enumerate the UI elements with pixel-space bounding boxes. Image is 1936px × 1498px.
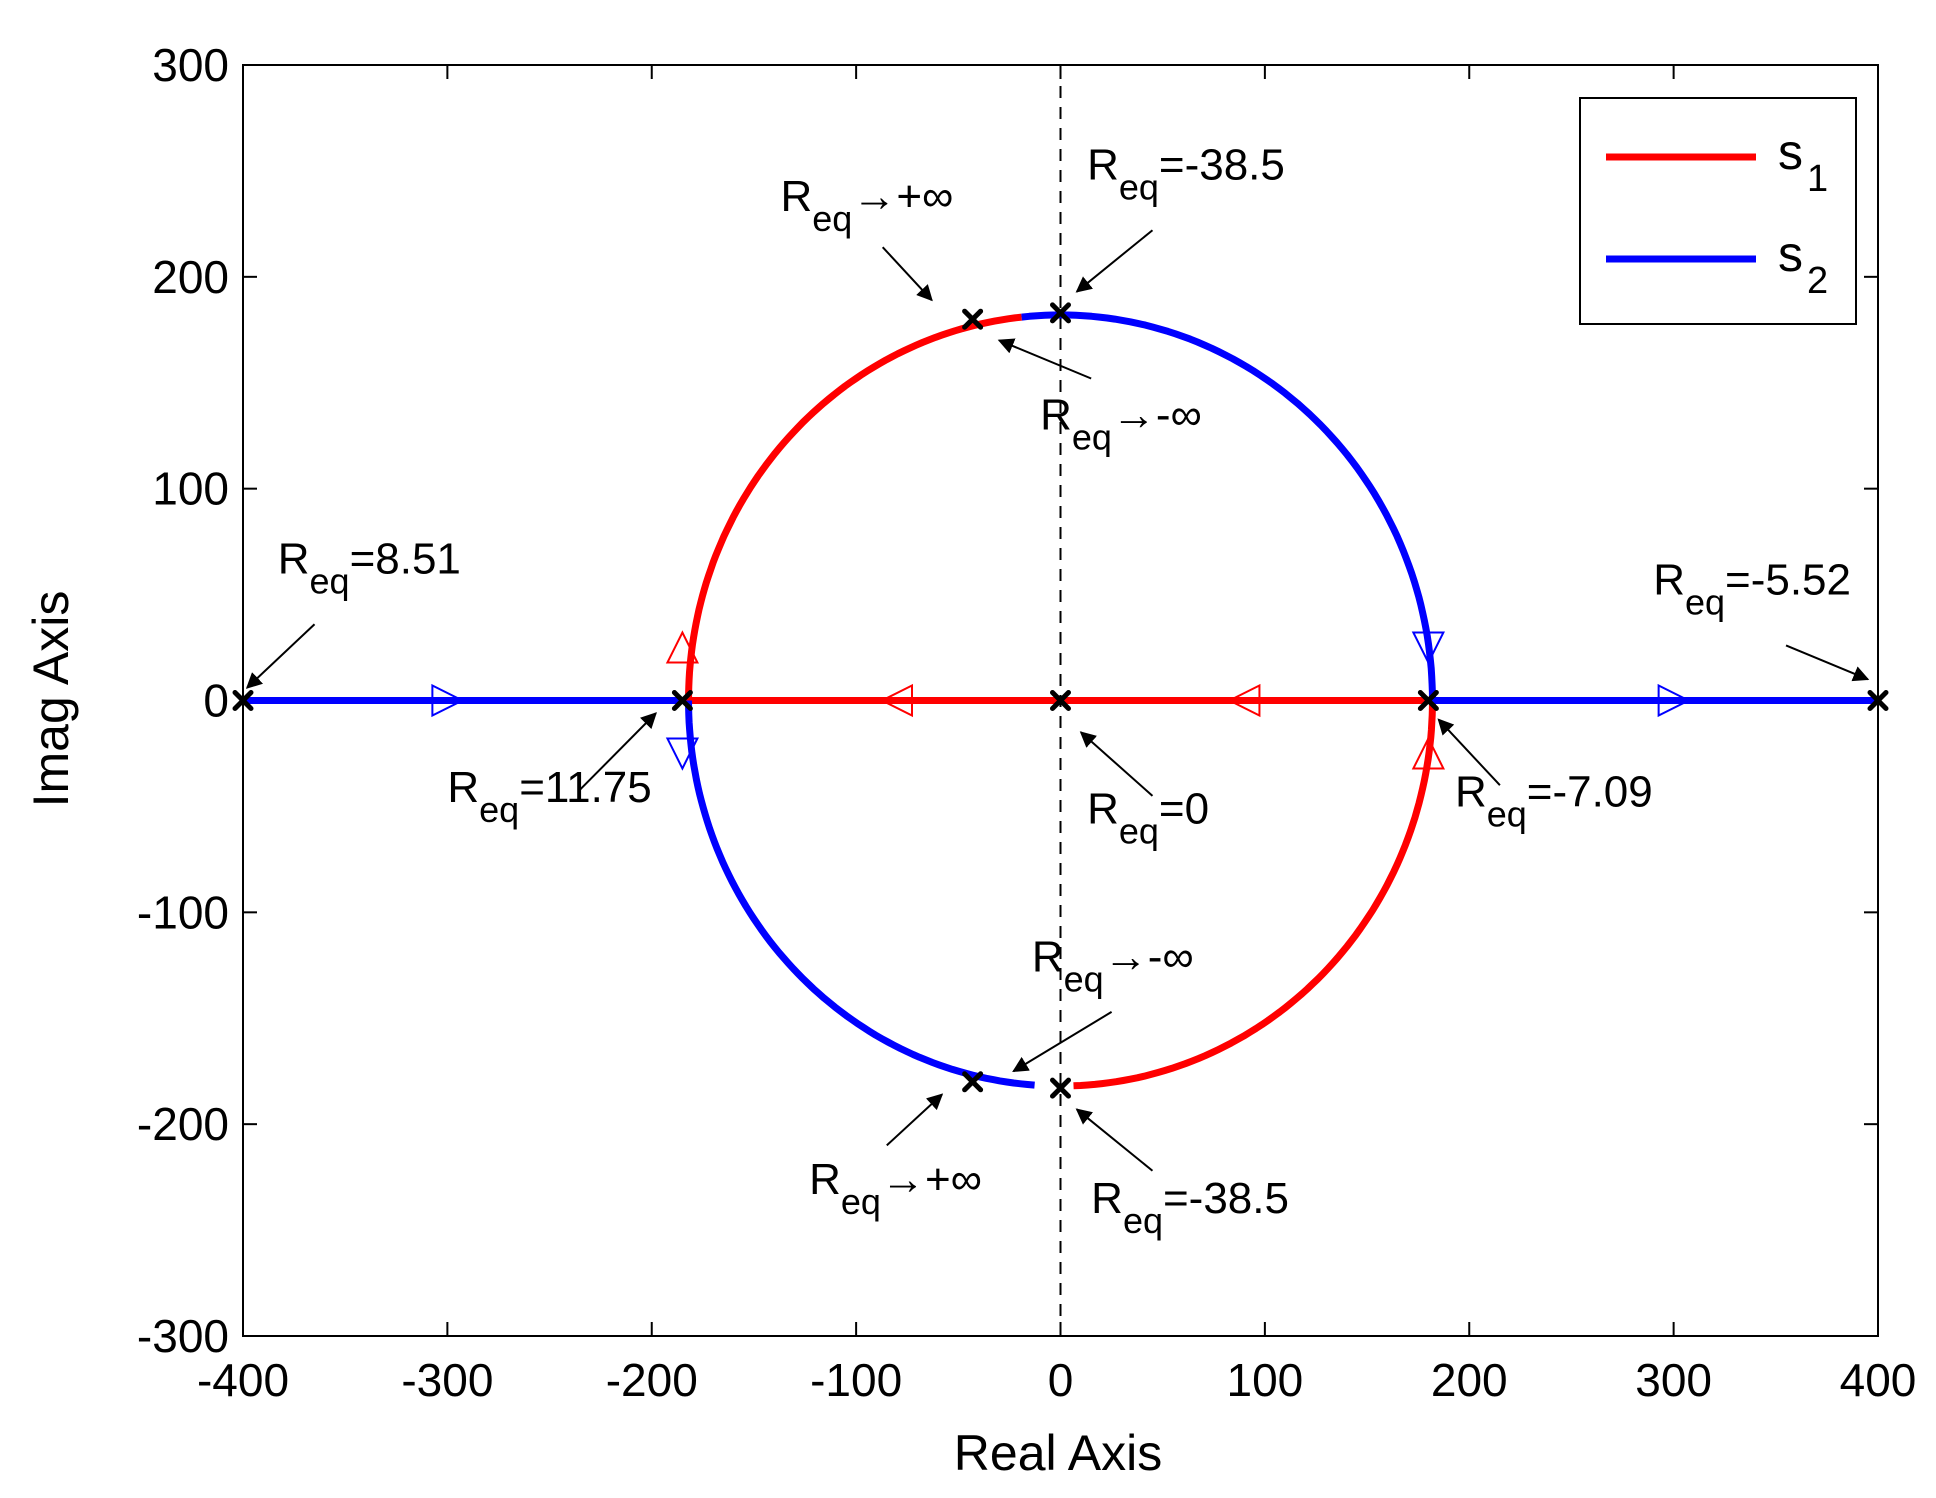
series-2-direction-marker — [1411, 631, 1445, 665]
x-tick-label: 400 — [1840, 1354, 1917, 1406]
annotation-label: Req→+∞ — [781, 172, 954, 239]
annotation-arrow — [1079, 731, 1154, 797]
legend-box — [1579, 97, 1857, 325]
series-1-line — [1073, 700, 1436, 1090]
annotation-label: Req=8.51 — [278, 534, 461, 601]
y-tick-label: -200 — [137, 1098, 229, 1150]
x-tick-label: 0 — [1048, 1354, 1074, 1406]
y-axis-label: Imag Axis — [23, 591, 79, 808]
annotation-arrow — [1012, 1011, 1113, 1073]
x-axis-label: Real Axis — [954, 1425, 1162, 1481]
y-tick-label: -300 — [137, 1310, 229, 1362]
point-marker — [671, 690, 693, 711]
annotation-arrow — [881, 246, 933, 302]
annotation-arrow — [1437, 718, 1501, 786]
y-tick-label: 0 — [203, 675, 229, 727]
point-marker — [1050, 690, 1071, 711]
annotation-label: Req→+∞ — [809, 1155, 982, 1222]
series-2-direction-marker — [1657, 683, 1691, 718]
series-2-line — [685, 700, 1035, 1089]
annotation-label: Req=11.75 — [447, 763, 651, 830]
annotation-arrow — [886, 1093, 944, 1147]
y-tick-label: -100 — [137, 886, 229, 938]
annotation-label: Req=-5.52 — [1653, 556, 1851, 623]
point-marker — [962, 308, 984, 330]
annotation-arrow — [1785, 644, 1870, 682]
annotation-label: Req=-7.09 — [1455, 767, 1653, 834]
point-marker — [232, 690, 254, 711]
point-marker — [1050, 302, 1071, 324]
series-1-direction-marker — [665, 630, 700, 664]
point-marker — [1417, 690, 1439, 711]
x-tick-label: -100 — [810, 1354, 902, 1406]
series-2-direction-marker — [431, 683, 465, 718]
x-tick-label: -200 — [606, 1354, 698, 1406]
annotation-arrow — [579, 712, 657, 791]
annotation-arrow — [1075, 229, 1154, 293]
legend: s 1s 2 — [1579, 97, 1857, 325]
annotation-label: Req→-∞ — [1032, 933, 1194, 1000]
series-2-line — [1021, 311, 1436, 701]
series-1-direction-marker — [879, 683, 913, 718]
point-marker — [1867, 690, 1889, 711]
series-1-direction-marker — [1227, 683, 1261, 718]
annotation-label: Req=0 — [1087, 784, 1209, 851]
annotation-label: Req=-38.5 — [1087, 140, 1285, 207]
series-1-direction-marker — [1411, 736, 1445, 770]
x-tick-label: -300 — [401, 1354, 493, 1406]
point-marker — [962, 1071, 984, 1093]
annotation-label: Req=-38.5 — [1091, 1174, 1289, 1241]
series-2-direction-marker — [665, 737, 700, 771]
point-marker — [1050, 1077, 1071, 1099]
annotation-label: Req→-∞ — [1040, 390, 1202, 457]
annotation-arrow — [245, 623, 316, 689]
series-1-line — [685, 313, 1023, 701]
x-tick-label: 200 — [1431, 1354, 1508, 1406]
x-tick-label: 100 — [1227, 1354, 1304, 1406]
y-tick-label: 100 — [152, 463, 229, 515]
x-tick-label: -400 — [197, 1354, 289, 1406]
plot-layer: -400 -300 -200 -100 0 100 200 300 400-300-200-10… — [137, 39, 1916, 1406]
y-tick-label: 200 — [152, 251, 229, 303]
x-tick-label: 300 — [1635, 1354, 1712, 1406]
annotation-arrow — [997, 338, 1092, 380]
annotation-arrow — [1075, 1108, 1154, 1172]
y-tick-label: 300 — [152, 39, 229, 91]
